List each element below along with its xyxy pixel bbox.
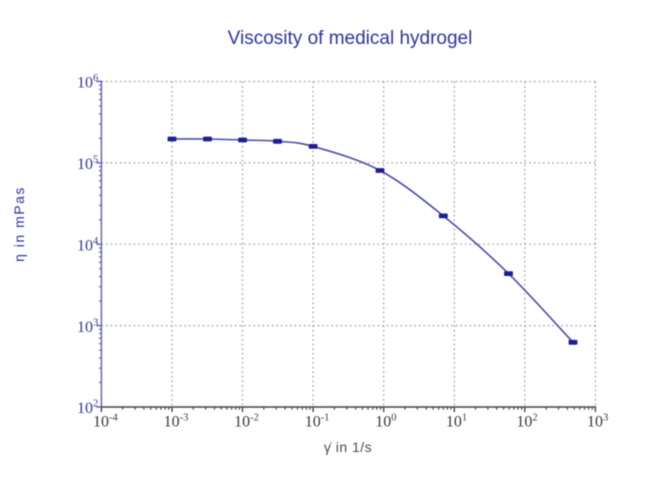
svg-text:103: 103 [77, 317, 98, 336]
svg-text:105: 105 [77, 155, 98, 174]
svg-text:γ̇ in 1/s: γ̇ in 1/s [324, 439, 372, 455]
svg-text:102: 102 [77, 399, 98, 418]
svg-text:η in mPas: η in mPas [11, 186, 27, 262]
svg-text:106: 106 [77, 73, 98, 92]
svg-text:Viscosity of medical hydrogel: Viscosity of medical hydrogel [228, 28, 473, 49]
svg-text:103: 103 [587, 413, 608, 431]
svg-text:102: 102 [516, 413, 537, 431]
svg-text:101: 101 [446, 413, 467, 431]
svg-text:100: 100 [375, 413, 396, 431]
